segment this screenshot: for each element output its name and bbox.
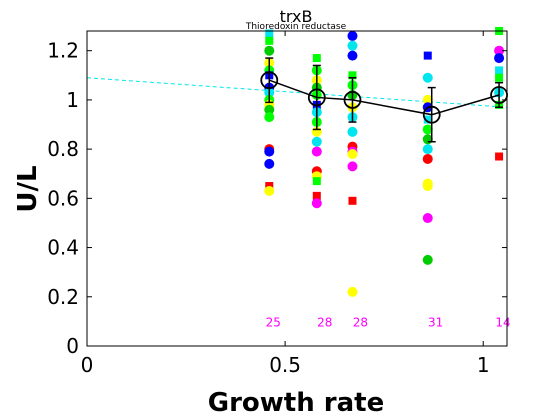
data-point <box>422 94 433 105</box>
data-point <box>264 185 275 196</box>
data-point <box>347 126 358 137</box>
x-tick-label: 0.5 <box>269 353 301 377</box>
y-tick-label: 0.8 <box>47 137 79 161</box>
data-point <box>311 136 322 147</box>
data-point <box>423 51 432 60</box>
data-point <box>422 72 433 83</box>
x-tick-label: 0 <box>81 353 94 377</box>
mean-marker <box>422 105 441 124</box>
sample-count-label: 28 <box>317 315 332 329</box>
data-point <box>495 152 504 161</box>
data-point <box>347 286 358 297</box>
data-point <box>495 66 504 75</box>
sample-count-label: 28 <box>353 315 368 329</box>
data-point <box>311 146 322 157</box>
data-point <box>265 29 274 38</box>
data-point <box>422 181 433 192</box>
data-point <box>422 124 433 135</box>
data-point <box>422 153 433 164</box>
y-tick-label: 0.4 <box>47 236 79 260</box>
data-point <box>348 71 357 80</box>
data-point <box>312 177 321 186</box>
data-point <box>422 254 433 265</box>
data-point <box>347 40 358 51</box>
y-tick-label: 1.2 <box>47 39 79 63</box>
data-point <box>347 30 358 41</box>
x-tick-label: 1 <box>477 353 490 377</box>
sample-count-label: 14 <box>495 315 510 329</box>
data-point <box>495 73 504 82</box>
sample-count-label: 25 <box>266 315 281 329</box>
data-point <box>347 50 358 61</box>
y-axis-label: U/L <box>13 165 43 212</box>
data-point <box>264 112 275 123</box>
mean-marker <box>307 88 326 107</box>
data-point <box>423 115 432 124</box>
data-point <box>494 53 505 64</box>
x-axis-label: Growth rate <box>208 388 384 418</box>
plot-area: 25 28 28 31 14 <box>86 27 511 329</box>
data-point <box>264 104 275 115</box>
data-point <box>494 45 505 56</box>
data-point <box>348 196 357 205</box>
fit-line <box>86 77 508 108</box>
data-point <box>264 158 275 169</box>
y-axis: 0 0.2 0.4 0.6 0.8 1 1.2 <box>47 39 507 358</box>
chart-subtitle: Thioredoxin reductase <box>245 22 347 32</box>
data-point <box>264 45 275 56</box>
y-tick-label: 0.2 <box>47 285 79 309</box>
x-axis: 0 0.5 1 <box>81 31 490 377</box>
y-tick-label: 1 <box>66 88 79 112</box>
y-tick-label: 0 <box>66 334 79 358</box>
data-point <box>311 198 322 209</box>
data-point <box>264 146 275 157</box>
data-point <box>347 161 358 172</box>
data-point <box>422 213 433 224</box>
data-point <box>312 191 321 200</box>
data-point <box>422 144 433 155</box>
data-point <box>312 54 321 63</box>
chart-title: trxB <box>280 7 313 26</box>
data-point <box>347 149 358 160</box>
data-point <box>265 36 274 45</box>
y-tick-label: 0.6 <box>47 186 79 210</box>
plot-frame <box>86 30 508 347</box>
mean-marker <box>343 91 362 109</box>
sample-count-label: 31 <box>428 315 443 329</box>
mean-marker <box>260 71 279 90</box>
